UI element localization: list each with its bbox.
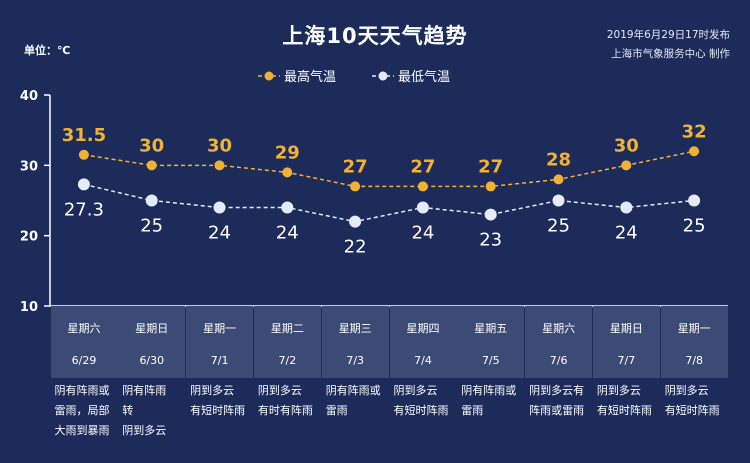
data-label-low: 23 (479, 230, 502, 251)
weather-description: 阴有阵雨或 雷雨 (461, 384, 517, 417)
data-label-low: 24 (208, 223, 231, 244)
date-label: 7/4 (414, 354, 432, 367)
data-label-high: 27 (343, 156, 368, 177)
y-tick-label: 10 (20, 300, 38, 315)
weather-description: 阴到多云 有短时阵雨 (664, 384, 720, 417)
data-point-low (349, 215, 362, 228)
y-tick-label: 20 (20, 230, 38, 245)
date-label: 7/5 (481, 354, 500, 367)
weekday-label: 星期六 (542, 322, 576, 335)
data-point-high (282, 167, 293, 178)
legend-item-high: 最高气温 (258, 69, 336, 85)
weekday-label: 星期六 (67, 322, 101, 335)
data-point-low (552, 194, 565, 207)
day-cell: 星期一 7/8 (660, 306, 728, 378)
data-point-low (213, 201, 226, 214)
publish-info: 2019年6月29日17时发布 上海市气象服务中心 制作 (607, 26, 730, 64)
data-label-low: 27.3 (64, 199, 104, 220)
data-label-high: 27 (410, 156, 435, 177)
weekday-label: 星期一 (677, 322, 711, 335)
data-point-low (620, 201, 633, 214)
data-point-low (145, 194, 158, 207)
series-line-low (83, 183, 695, 223)
legend-item-low: 最低气温 (372, 69, 450, 85)
data-label-low: 24 (276, 223, 299, 244)
date-label: 7/3 (346, 354, 365, 367)
data-label-low: 25 (547, 216, 570, 237)
unit-label: 单位：℃ (24, 44, 71, 57)
day-cell: 星期六 6/29 (50, 306, 118, 378)
weather-description: 阴到多云有 阵雨或雷雨 (529, 384, 585, 417)
series-line-high (83, 150, 695, 188)
data-label-low: 25 (140, 216, 163, 237)
weekday-label: 星期日 (609, 322, 643, 335)
weekday-label: 星期三 (338, 322, 372, 335)
data-point-high (689, 146, 700, 157)
data-point-high (621, 160, 632, 171)
chart-title: 上海10天天气趋势 (282, 24, 468, 48)
weekday-label: 星期日 (135, 322, 169, 335)
data-label-low: 25 (683, 216, 706, 237)
data-label-high: 30 (614, 135, 639, 156)
day-cell: 星期五 7/5 (457, 306, 525, 378)
date-label: 7/2 (278, 354, 297, 367)
date-label: 7/1 (210, 354, 229, 367)
data-label-high: 28 (546, 149, 571, 170)
day-cell: 星期三 7/3 (321, 306, 389, 378)
day-cell: 星期二 7/2 (253, 306, 321, 378)
data-label-high: 30 (207, 135, 232, 156)
data-point-low (281, 201, 294, 214)
weather-description: 阴到多云 有短时阵雨 (190, 384, 246, 417)
data-point-high (553, 174, 564, 185)
data-label-low: 24 (615, 223, 638, 244)
data-point-high (485, 181, 496, 192)
weekday-label: 星期四 (406, 322, 440, 335)
weather-description: 阴有阵雨 转 阴到多云 (122, 384, 167, 437)
weather-description: 阴到多云 有时有阵雨 (257, 384, 313, 417)
data-label-high: 32 (682, 121, 707, 142)
data-point-low (688, 194, 701, 207)
series-group: 31.5 30 30 29 27 27 27 28 30 32 27.3 25 24 24 22 24 23 25… (62, 121, 707, 257)
data-point-low (416, 201, 429, 214)
date-label: 6/30 (139, 354, 165, 367)
day-cell: 星期一 7/1 (186, 306, 254, 378)
data-label-low: 24 (411, 223, 434, 244)
weekday-label: 星期一 (203, 322, 237, 335)
y-tick-label: 40 (20, 89, 38, 104)
weather-description: 阴有阵雨或 雷雨 (325, 384, 381, 417)
data-label-high: 29 (275, 142, 300, 163)
data-point-high (214, 160, 225, 171)
weather-description: 阴到多云 有短时阵雨 (596, 384, 652, 417)
data-point-high (146, 160, 157, 171)
data-label-high: 30 (139, 135, 164, 156)
y-ticks: 40 30 20 10 (20, 89, 50, 315)
date-label: 7/8 (685, 354, 704, 367)
day-cell: 星期日 6/30 (118, 306, 186, 378)
legend-label-high: 最高气温 (284, 69, 336, 85)
data-point-high (350, 181, 361, 192)
weather-description: 阴有阵雨或 雷雨，局部 大雨到暴雨 (54, 384, 110, 437)
data-point-low (77, 178, 90, 191)
publisher: 上海市气象服务中心 制作 (611, 48, 730, 60)
data-label-high: 31.5 (62, 125, 106, 146)
weekday-label: 星期五 (474, 322, 508, 335)
data-point-high (417, 181, 428, 192)
date-label: 6/29 (71, 354, 97, 367)
date-label: 7/7 (617, 354, 636, 367)
day-cell: 星期六 7/6 (525, 306, 593, 378)
data-label-high: 27 (478, 156, 503, 177)
data-label-low: 22 (344, 237, 367, 258)
publish-time: 2019年6月29日17时发布 (606, 29, 730, 41)
weekday-label: 星期二 (270, 322, 304, 335)
data-point-high (78, 149, 89, 160)
legend-label-low: 最低气温 (398, 69, 450, 85)
day-cell: 星期四 7/4 (389, 306, 457, 378)
weather-description: 阴到多云 有短时阵雨 (393, 384, 449, 417)
day-cell: 星期日 7/7 (592, 306, 660, 378)
data-point-low (484, 208, 497, 221)
date-label: 7/6 (549, 354, 568, 367)
y-tick-label: 30 (20, 159, 38, 174)
legend: 最高气温 最低气温 (258, 69, 450, 85)
